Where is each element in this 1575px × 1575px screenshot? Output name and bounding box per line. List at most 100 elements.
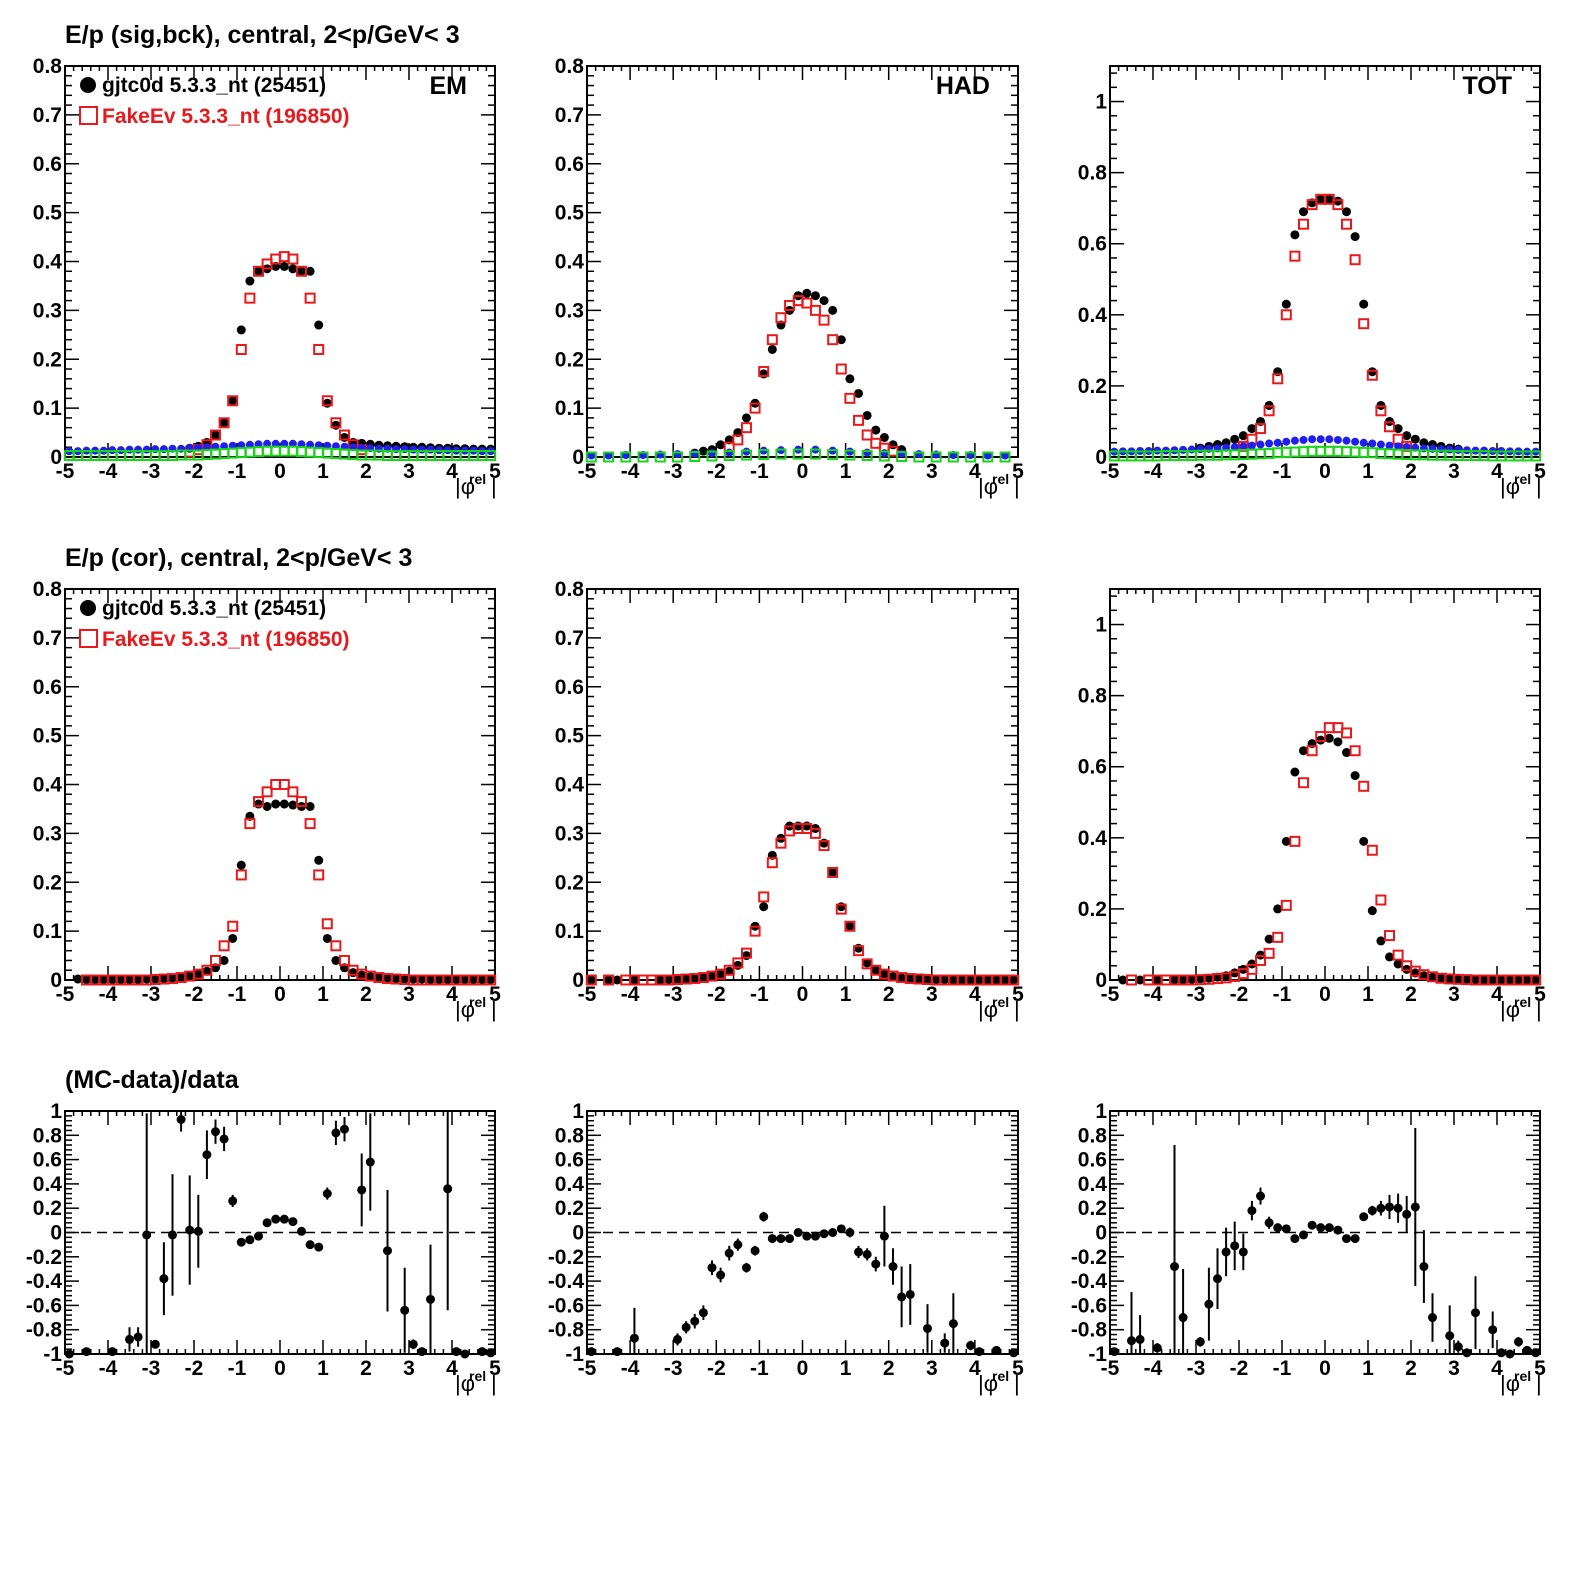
y-tick-label: 0.4 [555,774,585,797]
x-tick-label: -2 [185,983,204,1006]
data-point [1298,777,1309,789]
data-point [1453,1342,1463,1352]
data-point [1009,1348,1019,1358]
series-0 [586,1205,1019,1358]
y-tick-label: -0.6 [548,1294,584,1317]
x-tick-label: 3 [926,460,938,483]
data-point [331,420,341,430]
data-point [854,388,864,398]
data-point [862,1249,872,1259]
data-point [673,975,683,985]
data-point [862,410,872,420]
data-point [828,1228,838,1237]
y-tick-label: -0.2 [26,1246,62,1269]
data-point [1247,441,1256,450]
data-point [758,449,770,461]
data-point [1531,975,1541,985]
y-tick-label: 0.2 [555,1197,584,1220]
row2-title: E/p (cor), central, 2<p/GeV< 3 [65,544,412,572]
y-tick-label: 0.4 [33,251,63,274]
data-point [477,1347,487,1357]
data-point [434,975,444,985]
x-tick-label: 1 [1362,460,1374,483]
y-tick-label: 0.3 [33,299,62,322]
data-point [947,451,959,463]
data-point [1187,974,1197,984]
data-point [1385,1202,1394,1212]
data-point [836,335,846,345]
data-point [767,344,777,354]
data-point [321,395,333,407]
data-point [1333,435,1342,444]
data-point [1342,748,1351,758]
data-point [228,396,238,406]
data-point [749,925,761,937]
x-axis-label-bar: | [1014,997,1020,1022]
data-point [288,264,298,274]
y-tick-label: 0.2 [33,1197,62,1220]
data-point [819,838,829,848]
data-point [1514,975,1523,985]
y-tick-label: 0.2 [33,348,62,371]
data-point [227,920,239,932]
x-tick-label: 5 [1012,460,1024,483]
data-point [1273,438,1282,447]
data-point [485,450,497,462]
data-point [1505,1349,1515,1359]
x-tick-label: -1 [1273,983,1292,1006]
data-point [716,440,726,450]
data-point [672,451,684,463]
data-point [279,1214,289,1224]
data-point [766,334,778,346]
data-point [1342,436,1351,445]
y-tick-label: 0 [572,446,584,469]
x-axis-label: |φ [455,997,475,1022]
data-point [125,975,134,985]
data-point [1247,424,1257,434]
data-point [732,434,744,446]
data-point [1256,440,1265,449]
data-point [254,1231,263,1241]
series-3 [63,445,497,462]
data-point [836,1224,846,1234]
x-axis-label-sup: rel [469,994,486,1010]
x-tick-label: -3 [142,983,161,1006]
data-point [1324,1223,1334,1233]
data-point [698,1308,708,1318]
data-point [1263,405,1275,417]
x-tick-label: -5 [1101,983,1120,1006]
y-tick-label: -0.6 [26,1294,62,1317]
x-tick-label: 1 [840,983,852,1006]
data-point [202,1150,212,1160]
x-tick-label: 5 [1534,460,1546,483]
x-axis-label-bar: | [1014,474,1020,499]
data-point [236,860,246,870]
data-point [271,799,281,809]
legend: gjtc0d 5.3.3_nt (25451) FakeEv 5.3.3_nt (… [79,597,350,651]
data-point [1436,973,1446,983]
data-point [142,1230,152,1240]
panel-em-row2: -5 -4 -3 -2 -1 0 1 2 3 4 5 0 0.1 0.2 0.3 0.4 0.5 0.6 0.7 0.… [33,578,501,1022]
data-point [707,449,716,458]
data-point [740,947,752,959]
y-tick-label: 1 [1095,614,1107,637]
data-point [278,779,290,790]
data-point [287,786,299,798]
data-point [982,451,994,463]
data-point [1376,1203,1386,1213]
panel-had-row3: -5 -4 -3 -2 -1 0 1 2 3 4 5-1-0.8-0.6-0.4-0.200.20.… [548,1100,1024,1396]
data-point [1342,1234,1351,1244]
data-point [304,292,316,304]
x-tick-label: 3 [403,983,415,1006]
data-point [82,975,91,985]
data-point [758,365,770,377]
data-point [1419,438,1429,448]
data-point [305,801,315,811]
x-axis-label-sup: rel [469,471,486,487]
x-tick-label: -5 [1101,1357,1120,1380]
data-point [612,1347,622,1357]
y-tick-label: -0.8 [1071,1319,1108,1342]
data-point [1255,423,1266,435]
data-point [888,1262,898,1272]
data-point [827,866,839,878]
